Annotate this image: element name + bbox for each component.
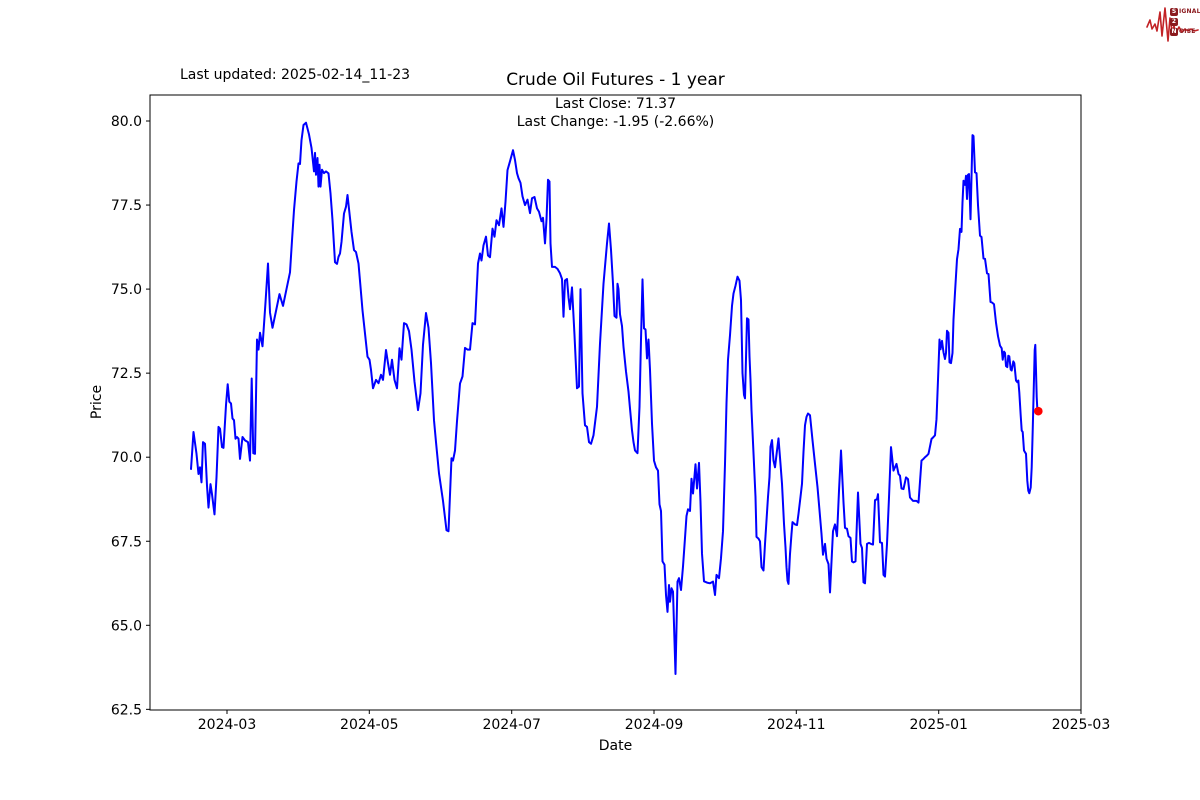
x-tick-label: 2025-01 bbox=[909, 717, 968, 733]
price-line bbox=[190, 121, 1040, 675]
y-axis-label: Price bbox=[89, 384, 105, 420]
logo-letter-square-s: S bbox=[1170, 7, 1178, 16]
logo-text-ignal: IGNAL bbox=[1179, 8, 1200, 15]
last-price-marker bbox=[1034, 406, 1043, 416]
plot-border bbox=[149, 94, 1082, 711]
y-tick-label: 80.0 bbox=[111, 114, 142, 130]
x-tick-label: 2025-03 bbox=[1052, 717, 1111, 733]
signal2noise-logo: S IGNAL 2 N OISE bbox=[1146, 3, 1200, 49]
logo-line-noise: N OISE bbox=[1170, 27, 1200, 36]
x-tick-label: 2024-03 bbox=[198, 717, 257, 733]
logo-line-2: 2 bbox=[1170, 17, 1200, 26]
y-tick-label: 62.5 bbox=[111, 702, 142, 718]
last-change-text: Last Change: -1.95 (-2.66%) bbox=[516, 114, 715, 130]
logo-letter-square-2: 2 bbox=[1170, 17, 1178, 26]
y-tick-label: 70.0 bbox=[111, 450, 142, 466]
logo-line-signal: S IGNAL bbox=[1170, 7, 1200, 16]
logo-text-oise: OISE bbox=[1179, 28, 1196, 35]
y-tick-label: 67.5 bbox=[111, 534, 142, 550]
x-tick-label: 2024-11 bbox=[767, 717, 826, 733]
x-tick-label: 2024-05 bbox=[340, 717, 399, 733]
chart-title: Crude Oil Futures - 1 year bbox=[506, 70, 725, 90]
x-tick-label: 2024-07 bbox=[482, 717, 541, 733]
last-updated-text: Last updated: 2025-02-14_11-23 bbox=[180, 67, 411, 83]
logo-letter-square-n: N bbox=[1170, 27, 1178, 36]
y-tick-label: 75.0 bbox=[111, 282, 142, 298]
last-close-text: Last Close: 71.37 bbox=[555, 96, 676, 112]
y-tick-label: 65.0 bbox=[111, 618, 142, 634]
y-tick-label: 77.5 bbox=[111, 198, 142, 214]
x-axis-label: Date bbox=[598, 738, 633, 754]
x-tick-label: 2024-09 bbox=[625, 717, 684, 733]
y-tick-label: 72.5 bbox=[111, 366, 142, 382]
